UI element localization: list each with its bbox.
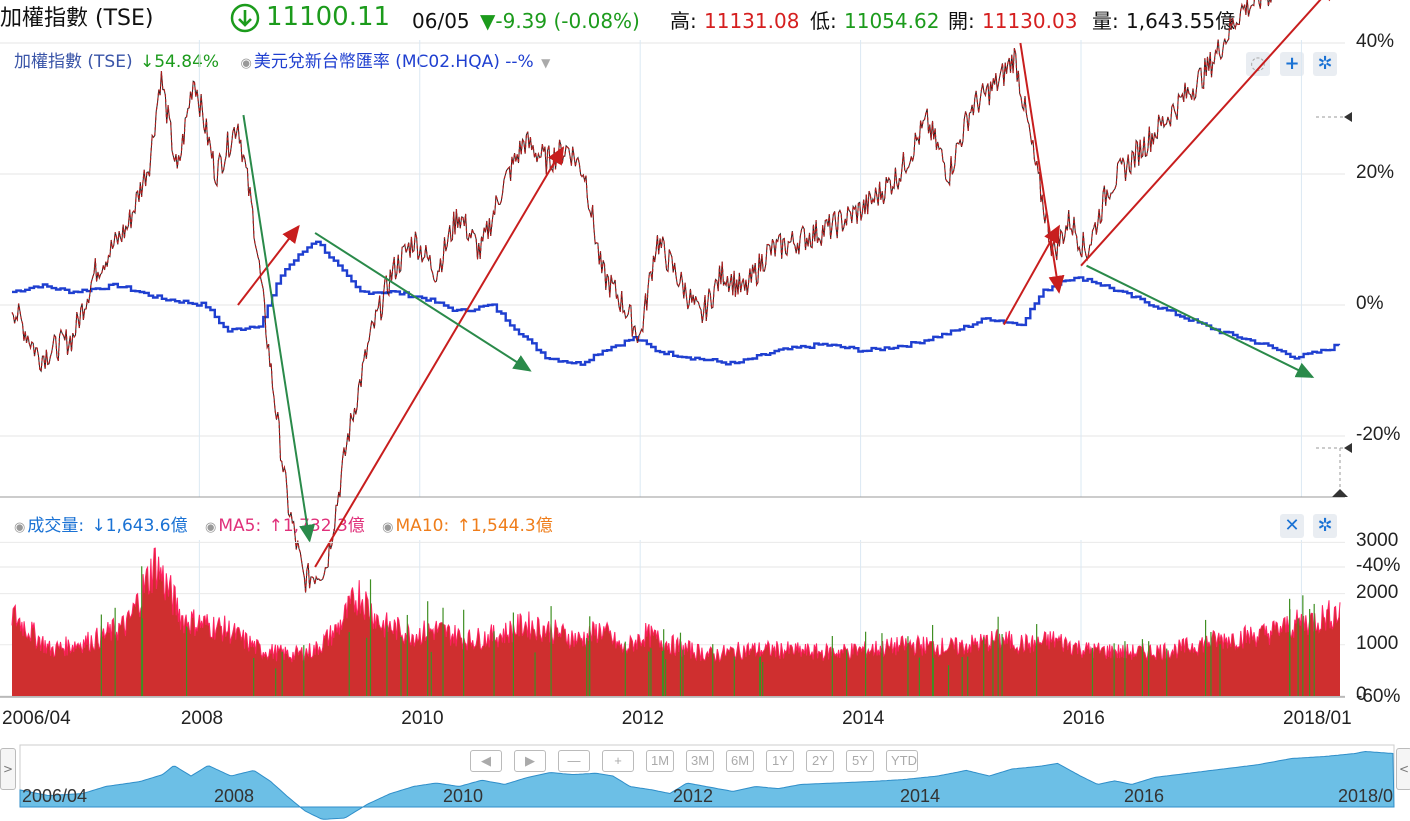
high-value: 11131.08 — [704, 9, 800, 33]
volume-value: 1,643.55億 — [1126, 9, 1236, 33]
range-button-next[interactable]: ▶ — [514, 750, 546, 772]
settings-gear-icon[interactable]: ✲ — [1313, 52, 1337, 76]
navigator-tick-label: 2018/0 — [1338, 786, 1394, 806]
trend-arrow — [237, 224, 300, 306]
y-tick-label: 0% — [1356, 293, 1384, 314]
volume-settings-gear-icon[interactable]: ✲ — [1313, 514, 1337, 538]
trend-arrow — [1086, 264, 1315, 378]
range-button-3m[interactable]: 3M — [686, 750, 714, 772]
eye-icon[interactable]: ◉ — [205, 520, 217, 535]
volume-ma-line — [11, 547, 1341, 663]
range-button-2y[interactable]: 2Y — [806, 750, 834, 772]
range-button-zoom-in[interactable]: + — [602, 750, 634, 772]
range-button-1y[interactable]: 1Y — [766, 750, 794, 772]
last-value-marker — [1344, 112, 1352, 122]
x-tick-label: 2014 — [842, 708, 885, 729]
navigator-tick-label: 2008 — [214, 786, 255, 806]
volume-y-tick-label: 2000 — [1356, 581, 1399, 603]
navigator-tick-label: 2016 — [1124, 786, 1165, 806]
legend-usd-label[interactable]: 美元兌新台幣匯率 (MC02.HQA) --% — [253, 52, 534, 72]
low-value: 11054.62 — [844, 9, 940, 33]
range-button-1m[interactable]: 1M — [646, 750, 674, 772]
legend-ma5-label[interactable]: MA5: — [218, 516, 262, 536]
volume-label: 量: — [1092, 9, 1119, 33]
bottom-marker — [1332, 489, 1348, 497]
navigator-left-arrow[interactable]: > — [0, 748, 16, 790]
volume-y-tick-label: 3000 — [1356, 530, 1399, 552]
volume-y-tick-label: 0 — [1356, 684, 1367, 705]
close-volume-button[interactable]: ✕ — [1280, 514, 1304, 538]
high-label: 高: — [670, 9, 697, 33]
usd-twd-series-line — [12, 240, 1341, 366]
reset-zoom-button[interactable]: ◌ — [1246, 52, 1270, 76]
navigator-right-arrow[interactable]: < — [1396, 748, 1410, 790]
range-button-zoom-out[interactable]: — — [558, 750, 590, 772]
volume-legend: ◉ 成交量: ↓1,643.6億 ◉ MA5: ↑1,732.3億 ◉ MA10: ↑… — [14, 511, 555, 536]
eye-icon[interactable]: ◉ — [382, 520, 394, 535]
x-tick-label: 2006/04 — [2, 708, 71, 729]
index-title: 加權指數 (TSE) — [0, 6, 154, 31]
trend-arrow — [242, 114, 316, 543]
trend-arrow — [314, 146, 565, 568]
navigator-tick-label: 2006/04 — [22, 786, 88, 806]
eye-icon[interactable]: ◉ — [14, 520, 26, 535]
trend-arrow — [1002, 224, 1060, 326]
legend-ma10-label[interactable]: MA10: — [395, 516, 450, 536]
top-legend: 加權指數 (TSE) ↓54.84% ◉ 美元兌新台幣匯率 (MC02.HQA) … — [14, 47, 552, 72]
y-tick-label: -60% — [1356, 686, 1401, 707]
legend-volume-value: ↓1,643.6億 — [91, 516, 188, 536]
range-button-ytd[interactable]: YTD — [886, 750, 918, 772]
price-change: ▼-9.39 (-0.08%) — [480, 9, 640, 33]
trend-arrow — [1080, 0, 1336, 267]
min-marker — [1344, 443, 1352, 453]
trend-arrow — [1019, 42, 1065, 294]
quote-header: 加權指數 (TSE) 11100.11 06/05 ▼-9.39 (-0.08%… — [0, 0, 1410, 40]
navigator-tick-label: 2010 — [443, 786, 484, 806]
chevron-down-icon[interactable]: ▼ — [541, 56, 551, 70]
last-price: 11100.11 — [266, 2, 391, 32]
low-label: 低: — [810, 9, 837, 33]
x-tick-label: 2012 — [621, 708, 664, 729]
y-tick-label: -20% — [1356, 424, 1401, 445]
y-tick-label: -40% — [1356, 555, 1401, 576]
tse-series-line — [11, 0, 1272, 593]
legend-volume-label[interactable]: 成交量: — [27, 516, 85, 536]
volume-area — [12, 548, 1340, 696]
y-tick-label: 40% — [1356, 31, 1395, 52]
legend-tse-label[interactable]: 加權指數 (TSE) — [14, 52, 133, 72]
navigator-area — [19, 750, 1395, 820]
quote-date: 06/05 — [412, 9, 470, 33]
add-series-button[interactable]: + — [1280, 52, 1304, 76]
open-value: 11130.03 — [982, 9, 1078, 33]
volume-y-tick-label: 1000 — [1356, 632, 1399, 654]
navigator-tick-label: 2012 — [673, 786, 714, 806]
trend-arrow — [314, 232, 532, 372]
x-tick-label: 2016 — [1062, 708, 1105, 729]
x-tick-label: 2008 — [180, 708, 224, 729]
open-label: 開: — [948, 9, 975, 33]
navigator-tick-label: 2014 — [900, 786, 941, 806]
eye-icon[interactable]: ◉ — [240, 56, 252, 71]
legend-ma10-value: ↑1,544.3億 — [456, 516, 553, 536]
down-circle-icon — [230, 3, 260, 33]
x-tick-label: 2010 — [401, 708, 444, 729]
x-tick-label: 2018/01 — [1283, 708, 1352, 729]
y-tick-label: 20% — [1356, 162, 1395, 183]
range-button-5y[interactable]: 5Y — [846, 750, 874, 772]
range-button-6m[interactable]: 6M — [726, 750, 754, 772]
range-button-prev[interactable]: ◀ — [470, 750, 502, 772]
